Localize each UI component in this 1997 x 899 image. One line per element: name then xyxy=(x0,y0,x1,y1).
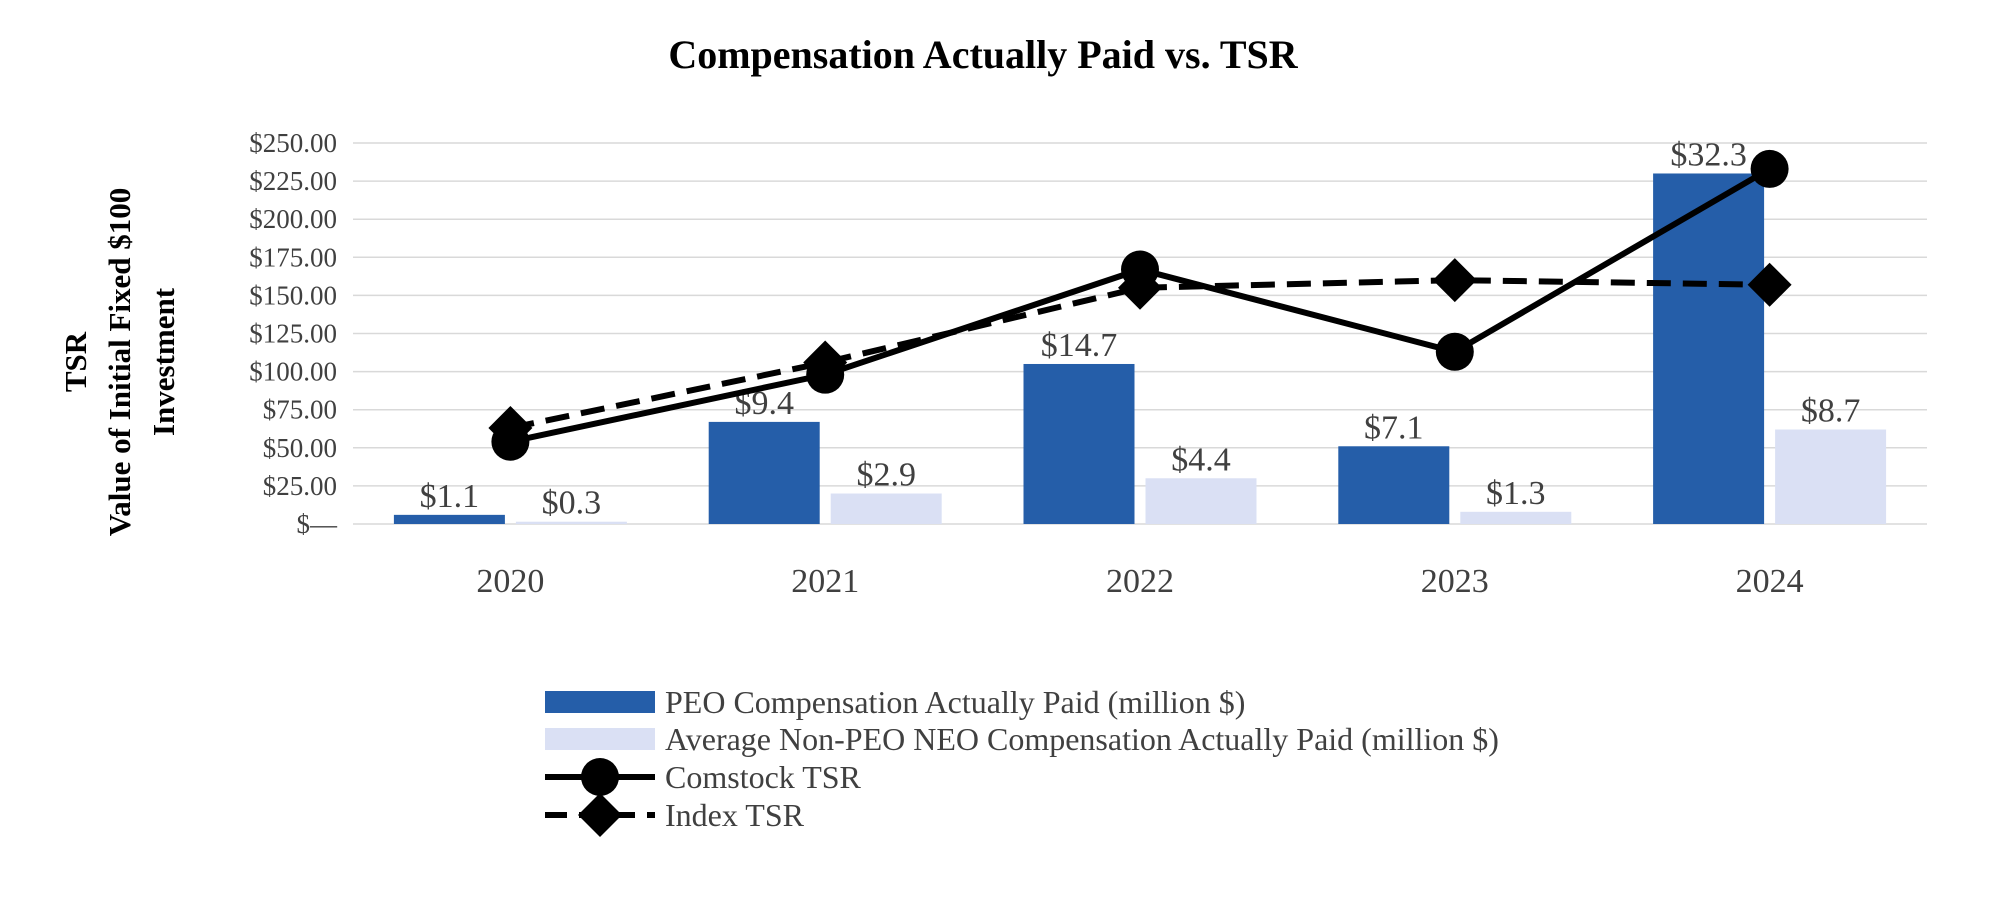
marker-comstock-tsr-2022 xyxy=(1121,250,1159,289)
y-axis-label-line-1: TSR xyxy=(58,331,93,392)
bar-series2-2023 xyxy=(1460,511,1572,524)
legend-label-index-tsr: Index TSR xyxy=(665,797,805,833)
legend-label-series2: Average Non-PEO NEO Compensation Actuall… xyxy=(665,721,1499,757)
x-category-2023: 2023 xyxy=(1421,563,1489,600)
bar-series2-2022 xyxy=(1145,478,1257,524)
x-category-2022: 2022 xyxy=(1106,563,1174,600)
bar-label-series2-2020: $0.3 xyxy=(542,485,602,522)
y-tick-label-250: $250.00 xyxy=(249,128,337,158)
y-axis-label-line-3: Investment xyxy=(146,287,181,436)
y-tick-label-0: $— xyxy=(297,509,339,539)
x-axis-categories: 2020 2021 2022 2023 2024 xyxy=(476,563,1803,600)
y-tick-label-225: $225.00 xyxy=(249,166,337,196)
line-index-tsr xyxy=(509,277,1770,431)
y-tick-label-50: $50.00 xyxy=(263,433,337,463)
y-tick-label-25: $25.00 xyxy=(263,471,337,501)
legend: PEO Compensation Actually Paid (million … xyxy=(545,684,1499,837)
bar-label-series2-2022: $4.4 xyxy=(1171,441,1231,478)
bar-series2-2020 xyxy=(515,521,627,524)
bar-label-series1-2022: $14.7 xyxy=(1041,327,1118,364)
bar-series1-2022 xyxy=(1023,363,1135,524)
marker-comstock-tsr-2024 xyxy=(1750,149,1789,188)
legend-marker-index-tsr xyxy=(578,793,622,837)
legend-swatch-series1 xyxy=(545,691,655,713)
y-tick-label-175: $175.00 xyxy=(249,242,337,272)
bar-label-series2-2021: $2.9 xyxy=(856,457,916,494)
bar-label-series2-2023: $1.3 xyxy=(1486,475,1546,512)
marker-comstock-tsr-2021 xyxy=(806,355,845,394)
bar-series2-2024 xyxy=(1775,429,1887,524)
y-tick-label-75: $75.00 xyxy=(263,395,337,425)
bar-series1-2020 xyxy=(393,514,505,524)
marker-index-tsr-2023 xyxy=(1432,258,1477,303)
bar-label-series2-2024: $8.7 xyxy=(1801,393,1861,430)
legend-label-comstock-tsr: Comstock TSR xyxy=(665,759,862,795)
tsr-markers xyxy=(488,149,1792,461)
bar-series1-2024 xyxy=(1653,173,1765,525)
y-tick-label-125: $125.00 xyxy=(249,319,337,349)
x-category-2024: 2024 xyxy=(1736,563,1804,600)
y-axis-label: TSR Value of Initial Fixed $100 Investme… xyxy=(58,188,181,537)
x-category-2021: 2021 xyxy=(791,563,859,600)
x-category-2020: 2020 xyxy=(476,563,544,600)
legend-swatch-series2 xyxy=(545,728,655,750)
chart-title: Compensation Actually Paid vs. TSR xyxy=(668,32,1298,77)
y-axis-label-line-2: Value of Initial Fixed $100 xyxy=(102,188,137,537)
marker-index-tsr-2024 xyxy=(1747,262,1792,307)
marker-comstock-tsr-2023 xyxy=(1435,332,1474,371)
legend-label-series1: PEO Compensation Actually Paid (million … xyxy=(665,684,1245,720)
bar-series1-2021 xyxy=(708,421,820,524)
bar-label-series1-2024: $32.3 xyxy=(1670,136,1747,173)
bars xyxy=(393,173,1887,525)
y-axis-ticks: $— $25.00 $50.00 $75.00 $100.00 $125.00 $150.0… xyxy=(249,128,338,539)
legend-marker-comstock-tsr xyxy=(581,758,619,796)
y-tick-label-100: $100.00 xyxy=(249,357,337,387)
marker-comstock-tsr-2020 xyxy=(491,422,530,461)
y-tick-label-200: $200.00 xyxy=(249,204,337,234)
bar-label-series1-2023: $7.1 xyxy=(1364,409,1424,446)
y-tick-label-150: $150.00 xyxy=(249,280,337,310)
bar-data-labels: $1.1$9.4$14.7$7.1$32.3$0.3$2.9 $4.4$1.3$8… xyxy=(420,136,1861,521)
bar-series2-2021 xyxy=(830,493,942,524)
bar-series1-2023 xyxy=(1338,446,1450,524)
bar-label-series1-2020: $1.1 xyxy=(420,478,480,515)
